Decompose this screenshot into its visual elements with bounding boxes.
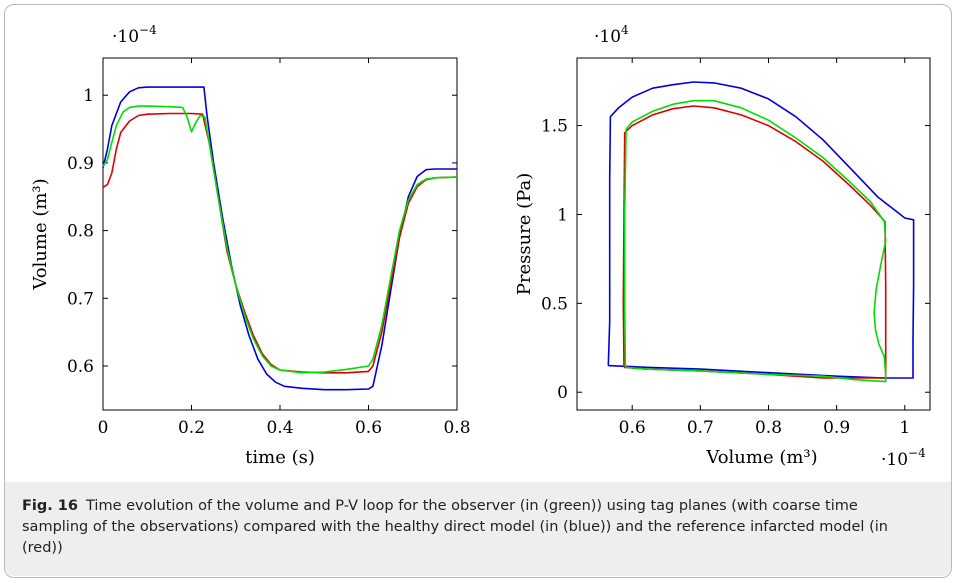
right-ticks: 0.6 0.7 0.8 0.9 1 0 0.5 1 1.5: [541, 58, 930, 438]
right-x-tick-label: 0.8: [755, 418, 782, 438]
right-series-healthy: [607, 81, 915, 379]
figure-caption: Fig. 16 Time evolution of the volume and …: [22, 496, 927, 559]
left-ticks: 0 0.2 0.4 0.6 0.8 0.6 0.7 0.8 0.9 1: [67, 58, 471, 438]
right-plot-frame: [576, 57, 931, 411]
right-x-tick-label: 0.9: [823, 418, 850, 438]
volume-time-chart: 0 0.2 0.4 0.6 0.8 0.6 0.7 0.8 0.9 1 ·10−4 time (s…: [30, 23, 471, 468]
left-y-axis-label: Volume (m³): [30, 178, 51, 290]
left-series-healthy: [102, 86, 457, 391]
left-y-tick-label: 0.6: [67, 357, 94, 377]
figure-frame: [4, 4, 952, 578]
left-x-tick-label: 0.6: [355, 418, 382, 438]
figure-caption-label: Fig. 16: [22, 498, 78, 514]
right-y-tick-label: 1: [557, 205, 568, 225]
right-y-tick-label: 0.5: [541, 294, 568, 314]
right-y-multiplier: ·104: [594, 23, 629, 47]
right-y-tick-label: 1.5: [541, 117, 568, 137]
left-series: [102, 86, 458, 391]
right-series-infarcted: [622, 105, 887, 379]
left-x-tick-label: 0.4: [266, 418, 293, 438]
right-x-tick-label: 0.7: [687, 418, 714, 438]
left-y-tick-label: 0.8: [67, 222, 94, 242]
caption-band: [5, 482, 951, 576]
left-y-tick-label: 0.7: [67, 289, 94, 309]
left-x-tick-label: 0.2: [178, 418, 205, 438]
pv-loop-chart: 0.6 0.7 0.8 0.9 1 0 0.5 1 1.5 ·104 ·10−4 Volume …: [514, 23, 931, 470]
left-x-tick-label: 0: [98, 418, 109, 438]
left-x-axis-label: time (s): [245, 447, 315, 468]
left-y-multiplier: ·10−4: [112, 23, 157, 47]
right-x-axis-label: Volume (m³): [705, 447, 817, 468]
right-y-axis-label: Pressure (Pa): [514, 173, 535, 296]
left-y-tick-label: 0.9: [67, 154, 94, 174]
left-series-infarcted: [102, 112, 458, 374]
right-y-tick-label: 0: [557, 383, 568, 403]
left-x-tick-label: 0.8: [443, 418, 470, 438]
right-x-tick-label: 0.6: [619, 418, 646, 438]
right-x-tick-label: 1: [899, 418, 910, 438]
right-x-multiplier: ·10−4: [881, 446, 926, 470]
right-series-observer: [623, 99, 887, 383]
figure-caption-text: Time evolution of the volume and P-V loo…: [22, 498, 888, 556]
left-series-observer: [102, 105, 458, 374]
right-series: [607, 81, 915, 383]
left-plot-frame: [102, 57, 458, 411]
left-y-tick-label: 1: [83, 86, 94, 106]
